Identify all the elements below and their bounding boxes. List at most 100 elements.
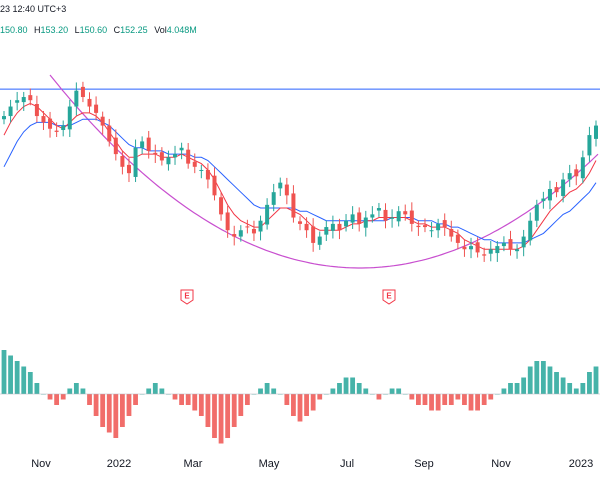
candle-body [199, 169, 204, 171]
candle-body [475, 242, 480, 253]
candle-body [61, 125, 66, 131]
candle-body [291, 193, 296, 218]
oscillator-bar [580, 383, 586, 394]
candle-body [554, 187, 559, 193]
candle-body [21, 97, 26, 103]
x-axis-label: Mar [184, 458, 203, 470]
oscillator-bar [27, 372, 33, 394]
candle-body [2, 116, 6, 120]
oscillator-bar [47, 394, 53, 400]
oscillator-bar [34, 383, 40, 394]
candle-body [173, 154, 178, 158]
candle-body [396, 211, 401, 222]
low-value: 150.60 [79, 25, 108, 35]
candle-body [107, 125, 112, 142]
candle-body [436, 223, 441, 231]
oscillator-bar [1, 350, 7, 394]
oscillator-bar [521, 377, 527, 394]
candle-body [449, 228, 454, 237]
oscillator-bar [8, 355, 13, 394]
candle-body [357, 212, 362, 224]
candle-body [455, 234, 460, 243]
x-axis-label: Sep [414, 458, 434, 470]
oscillator-bar [87, 394, 92, 405]
oscillator-bar [67, 388, 73, 394]
earnings-badge [382, 289, 396, 305]
rounding-arc[interactable] [49, 74, 599, 269]
candlesticks [2, 81, 598, 262]
oscillator-bar [14, 361, 20, 394]
oscillator-bar [593, 366, 599, 394]
candle-body [376, 208, 381, 211]
candle-body [153, 152, 158, 155]
oscillator-bar [172, 394, 178, 400]
candle-body [587, 135, 592, 156]
candle-body [232, 234, 237, 237]
high-label: H [34, 25, 41, 35]
oscillator-bar [356, 383, 362, 394]
candle-body [521, 236, 526, 248]
x-axis: Nov 2022 Mar May Jul Sep Nov 2023 [31, 458, 593, 470]
candle-body [166, 157, 171, 165]
oscillator-bar [218, 394, 224, 444]
oscillator-bar [80, 388, 86, 394]
candle-body [567, 173, 572, 180]
earnings-marker: E [382, 289, 396, 305]
candle-body [186, 149, 191, 164]
candle-body [383, 209, 388, 221]
candle-body [350, 214, 355, 223]
oscillator-bar [21, 366, 27, 394]
low-label: L [74, 25, 80, 35]
candle-body [41, 116, 46, 123]
x-axis-label: 2022 [107, 458, 131, 470]
oscillator-bar [238, 394, 244, 416]
datetime-text: 23 12:40 UTC+3 [0, 4, 67, 14]
candle-body [67, 106, 72, 130]
candle-body [429, 230, 434, 232]
oscillator-bar [422, 394, 428, 405]
candle-body [219, 197, 224, 215]
oscillator-histogram [0, 350, 600, 444]
oscillator-bar [442, 394, 448, 405]
oscillator-bar [389, 388, 395, 394]
oscillator-bar [416, 394, 421, 405]
oscillator-bar [212, 394, 217, 438]
candle-body [48, 118, 53, 129]
oscillator-bar [514, 383, 520, 394]
oscillator-bar [113, 394, 119, 438]
candle-body [74, 90, 79, 107]
oscillator-bar [455, 394, 461, 400]
candle-body [547, 189, 552, 201]
candle-body [330, 223, 335, 231]
oscillator-bar [409, 394, 415, 400]
candle-body [251, 228, 256, 234]
oscillator-bar [587, 372, 592, 394]
volume-label: Vol [154, 25, 167, 35]
candle-body [482, 254, 487, 256]
oscillator-bar [310, 394, 316, 411]
candle-body [574, 169, 579, 177]
candle-body [298, 221, 302, 224]
candle-body [15, 100, 20, 103]
oscillator-bar [192, 394, 198, 411]
oscillator-bar [462, 394, 467, 405]
candle-body [534, 204, 539, 221]
oscillator-bar [73, 383, 79, 394]
oscillator-bar [547, 366, 553, 394]
candle-body [462, 246, 467, 250]
oscillator-bar [554, 372, 559, 394]
oscillator-bar [179, 394, 184, 405]
candle-body [113, 137, 118, 155]
x-axis-label: Nov [31, 458, 51, 470]
candle-body [403, 211, 408, 215]
oscillator-bar [185, 394, 191, 405]
oscillator-bar [152, 383, 158, 394]
x-axis-label: Jul [340, 458, 354, 470]
candle-body [271, 192, 276, 205]
candle-body [140, 141, 145, 148]
earnings-marker: E [180, 289, 194, 305]
candle-body [120, 156, 125, 167]
oscillator-bar [429, 394, 434, 411]
